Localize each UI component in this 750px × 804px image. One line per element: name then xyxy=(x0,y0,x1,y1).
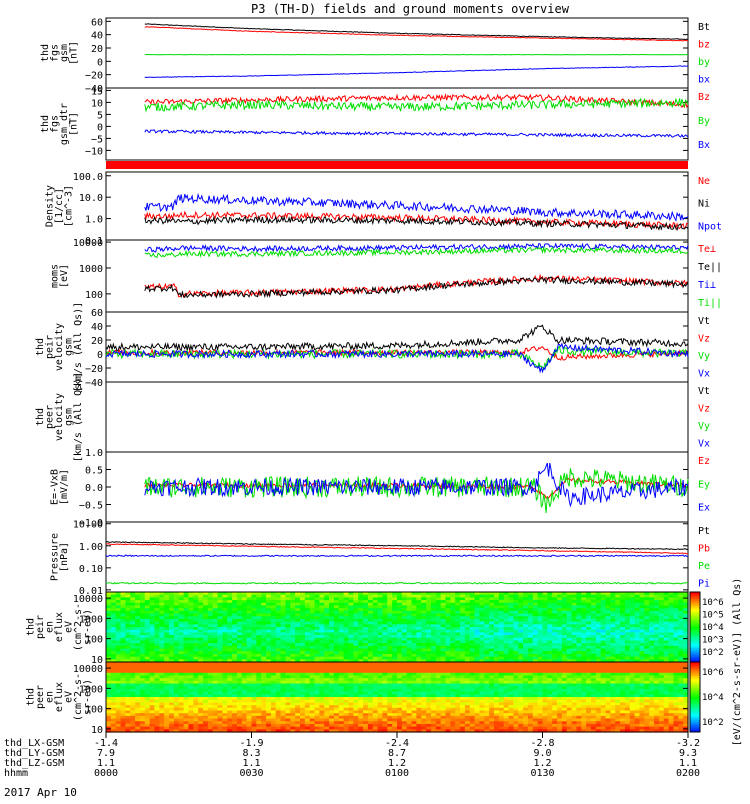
y-tick-label: 40 xyxy=(91,31,103,42)
y-tick-label: 20 xyxy=(91,44,103,55)
y-tick-label: 10.00 xyxy=(73,520,103,531)
y-tick-label: 0.5 xyxy=(85,466,103,477)
plot-title: P3 (TH-D) fields and ground moments over… xyxy=(251,2,570,16)
y-axis-label: [eV] xyxy=(59,264,70,288)
y-axis-label: [mV/m] xyxy=(59,469,70,505)
flag-bar xyxy=(106,161,688,169)
legend-entry: Te|| xyxy=(698,262,722,273)
y-tick-label: 1.0 xyxy=(85,448,103,459)
y-tick-label: −5 xyxy=(91,134,103,145)
series-line xyxy=(145,66,688,78)
legend-entry: By xyxy=(698,116,710,127)
legend-entry: Vy xyxy=(698,421,710,432)
legend-entry: bz xyxy=(698,40,710,51)
y-tick-label: 1.0 xyxy=(85,215,103,226)
y-tick-label: 0 xyxy=(97,57,103,68)
legend-entry: Ey xyxy=(698,479,710,490)
y-tick-label: 1.00 xyxy=(79,542,103,553)
y-tick-label: −20 xyxy=(85,364,103,375)
y-tick-label: 5 xyxy=(97,110,103,121)
y-tick-label: 60 xyxy=(91,17,103,28)
legend-entry: Vz xyxy=(698,404,710,415)
y-tick-label: 0.10 xyxy=(79,564,103,575)
y-tick-label: 10.0 xyxy=(79,193,103,204)
y-tick-label: 0 xyxy=(97,350,103,361)
y-axis-label: [km/s (All Qs)] xyxy=(73,372,84,462)
y-tick-label: −40 xyxy=(85,378,103,389)
panel-frame xyxy=(106,88,688,160)
legend-entry: Bz xyxy=(698,92,710,103)
legend-entry: Bt xyxy=(698,22,710,33)
panel-3: 100.010.01.00.1Density[1/cc][cm^-3]NeNiN… xyxy=(45,172,723,247)
panel-frame xyxy=(106,382,688,452)
legend-entry: Bx xyxy=(698,140,710,151)
y-axis-label: [nPa] xyxy=(59,542,70,572)
legend-entry: Ex xyxy=(698,503,710,514)
y-axis-label: [nT] xyxy=(68,112,79,136)
legend-entry: Ti⊥ xyxy=(698,280,716,291)
series-line xyxy=(145,275,688,297)
y-axis-label: [cm^-3] xyxy=(64,185,75,227)
y-tick-label: 20 xyxy=(91,336,103,347)
series-line xyxy=(145,130,688,137)
y-tick-label: 60 xyxy=(91,308,103,319)
legend-entry: by xyxy=(698,57,710,68)
legend-entry: Pb xyxy=(698,544,710,555)
panel-frame xyxy=(106,522,688,592)
legend-entry: Pt xyxy=(698,526,710,537)
y-tick-label: 0.0 xyxy=(85,483,103,494)
series-line xyxy=(145,24,688,40)
legend-entry: Vy xyxy=(698,351,710,362)
series-line xyxy=(145,463,688,506)
legend-entry: Vx xyxy=(698,369,710,380)
legend-entry: Vx xyxy=(698,439,710,450)
legend-entry: Te⊥ xyxy=(698,244,716,255)
legend-entry: Npot xyxy=(698,221,722,232)
y-axis-label: sr-eV) xyxy=(83,609,94,645)
legend-entry: Pe xyxy=(698,561,710,572)
y-tick-label: 100.0 xyxy=(73,172,103,183)
y-tick-label: 1000 xyxy=(79,264,103,275)
series-line xyxy=(106,583,688,584)
legend-entry: Ne xyxy=(698,176,710,187)
legend-entry: Vt xyxy=(698,386,710,397)
legend-entry: Pi xyxy=(698,579,710,590)
y-tick-label: 40 xyxy=(91,322,103,333)
series-line xyxy=(106,555,688,556)
y-tick-label: 15 xyxy=(91,86,103,97)
y-axis-label: [nT] xyxy=(68,41,79,65)
y-tick-label: 10000 xyxy=(73,238,103,249)
y-tick-label: −10 xyxy=(85,146,103,157)
legend-entry: Vz xyxy=(698,334,710,345)
legend-entry: Ti|| xyxy=(698,298,722,309)
legend-entry: bx xyxy=(698,75,710,86)
panel-10: 10000100010010thdpeerenefluxeV(cm^2-s-sr… xyxy=(26,662,689,736)
panel-9: 10000100010010thdpeirenefluxeV(cm^2-s-sr… xyxy=(26,592,689,666)
y-tick-label: −20 xyxy=(85,71,103,82)
series-line xyxy=(145,248,688,258)
panel-frame xyxy=(106,172,688,240)
legend-entry: Ni xyxy=(698,199,710,210)
y-tick-label: 0 xyxy=(97,122,103,133)
y-tick-label: −0.5 xyxy=(79,501,103,512)
legend-entry: Ez xyxy=(698,456,710,467)
y-tick-label: 10 xyxy=(91,98,103,109)
series-line xyxy=(145,244,688,252)
legend-entry: Vt xyxy=(698,316,710,327)
y-tick-label: 100 xyxy=(85,290,103,301)
